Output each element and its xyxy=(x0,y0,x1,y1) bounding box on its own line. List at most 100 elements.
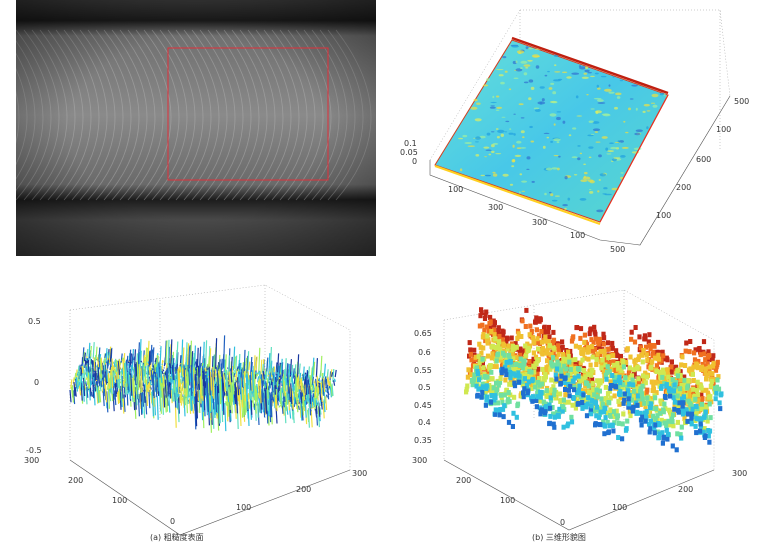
surface-facet xyxy=(497,333,502,339)
surface-facet xyxy=(503,364,508,370)
surface-spike xyxy=(176,370,179,398)
surface-facet xyxy=(604,376,609,382)
y-tick: 100 xyxy=(500,496,515,505)
surface-facet xyxy=(653,395,658,401)
surface-facet xyxy=(593,347,598,352)
surface-speckle xyxy=(610,146,618,150)
surface-spike xyxy=(263,392,266,418)
surface-spike xyxy=(270,360,273,379)
surface-facet xyxy=(515,401,521,407)
surface-facet xyxy=(638,345,644,351)
surface-facet xyxy=(679,362,684,368)
surface-facet xyxy=(682,416,687,422)
surface-facet xyxy=(603,372,608,378)
surface-facet xyxy=(646,398,651,404)
surface-facet xyxy=(594,404,599,410)
surface-spike xyxy=(140,367,143,393)
surface-facet xyxy=(513,365,518,371)
surface-spike xyxy=(151,390,154,417)
surface-facet xyxy=(629,329,634,335)
surface-facet xyxy=(590,354,595,360)
surface-speckle xyxy=(525,46,529,50)
surface-speckle xyxy=(552,91,557,95)
surface-spike xyxy=(279,389,282,408)
surface-spike xyxy=(121,375,124,399)
surface-facet xyxy=(563,387,568,392)
surface-facet xyxy=(485,353,491,359)
surface-speckle xyxy=(573,174,578,176)
surface-facet xyxy=(668,387,673,393)
surface-facet xyxy=(465,374,470,380)
surface-facet xyxy=(554,376,559,382)
surface-facet xyxy=(710,357,715,363)
surface-spike xyxy=(188,387,191,392)
surface-speckle xyxy=(583,163,586,166)
surface-facet xyxy=(502,392,507,398)
surface-spike xyxy=(327,384,330,400)
surface-facet xyxy=(541,399,546,405)
surface-facet xyxy=(657,370,662,376)
surface-facet xyxy=(637,334,642,340)
surface-spike xyxy=(169,376,172,379)
surface-spike xyxy=(221,379,224,412)
surface-spike xyxy=(275,405,278,424)
surface-spike xyxy=(109,386,112,392)
surface-spike xyxy=(168,394,171,413)
surface-speckle xyxy=(544,192,547,196)
surface-facet xyxy=(640,352,645,358)
surface-speckle xyxy=(534,48,541,50)
surface-facet xyxy=(687,405,692,411)
surface-facet xyxy=(501,414,506,420)
surface-facet xyxy=(469,357,474,363)
surface-spike xyxy=(272,396,275,402)
surface-facet xyxy=(599,378,604,384)
surface-facet xyxy=(616,420,621,426)
surface-spike xyxy=(204,373,207,376)
surface-speckle xyxy=(583,175,586,179)
surface-spike xyxy=(324,376,327,383)
surface-spike xyxy=(88,366,91,382)
surface-spike xyxy=(114,390,117,406)
surface-spike xyxy=(112,393,115,412)
surface-facet xyxy=(607,423,612,429)
surface-facet xyxy=(647,429,652,435)
surface-facet xyxy=(621,411,626,417)
surface-facet xyxy=(704,372,709,378)
surface-spike xyxy=(323,363,326,377)
surface-spike xyxy=(83,352,86,362)
y-tick: 200 xyxy=(676,183,691,192)
surface-speckle xyxy=(595,110,602,114)
surface-facet xyxy=(698,421,703,427)
y-tick: 500 xyxy=(734,97,749,106)
surface-spike xyxy=(130,365,133,379)
surface-facet xyxy=(655,413,660,419)
surface-spike xyxy=(332,368,335,382)
surface-speckle xyxy=(550,193,554,197)
surface-facet xyxy=(657,410,662,416)
surface-spike xyxy=(259,377,262,404)
surface-spike xyxy=(260,359,263,376)
surface-spike xyxy=(97,357,100,368)
surface-facet xyxy=(563,392,568,398)
surface-spike xyxy=(85,381,88,387)
surface-speckle xyxy=(530,86,535,90)
surface-spike xyxy=(264,368,267,375)
surface-spike xyxy=(223,382,226,396)
x-tick: 100 xyxy=(236,503,251,512)
surface-speckle xyxy=(515,68,523,72)
surface-facet xyxy=(575,325,580,330)
surface-spike xyxy=(283,368,286,375)
surface-facet xyxy=(533,354,539,360)
surface-facet xyxy=(599,396,604,402)
surface-facet xyxy=(612,393,617,399)
surface-facet xyxy=(593,331,598,337)
surface-facet xyxy=(560,360,565,366)
surface-facet xyxy=(620,421,625,427)
surface-speckle xyxy=(549,191,552,194)
surface-facet xyxy=(625,346,630,352)
surface-facet xyxy=(653,406,659,412)
surface-spike xyxy=(134,387,137,410)
surface-spike xyxy=(132,368,135,375)
surface-facet xyxy=(520,365,525,371)
surface-speckle xyxy=(619,80,624,82)
